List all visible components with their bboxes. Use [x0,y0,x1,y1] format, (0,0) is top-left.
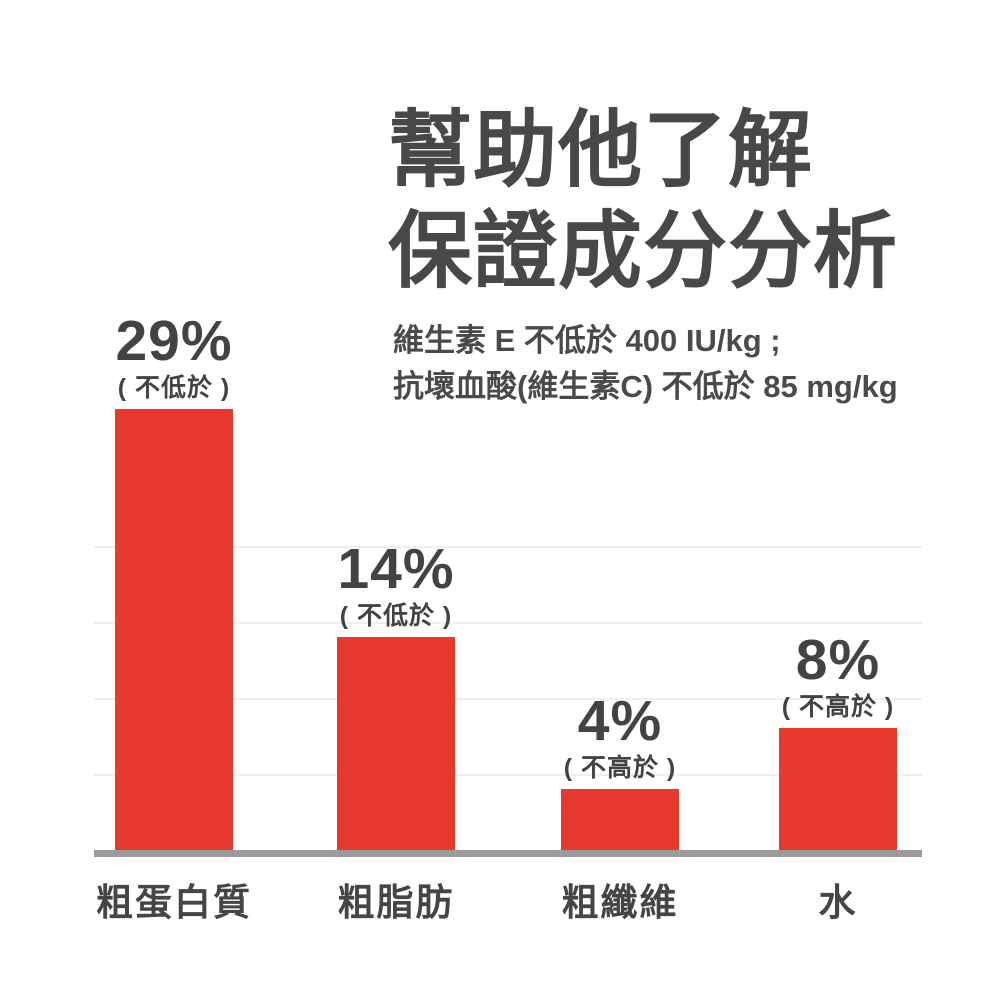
bar-qualifier-label: ( 不高於 ) [563,754,677,782]
bar-qualifier-label: ( 不低於 ) [339,602,453,630]
vitamin-subtitle-line2: 抗壞血酸(維生素C) 不低於 85 mg/kg [393,368,898,404]
gridline-20pct [94,546,922,548]
x-axis-label-粗脂肪: 粗脂肪 [337,882,455,923]
bar-label-group: 8%( 不高於 ) [718,632,958,720]
bar-粗纖維 [561,789,679,850]
gridline-10pct [94,698,922,700]
gridline-15pct [94,622,922,624]
page-title-line1: 幫助他了解 [388,103,814,197]
page-title-line2: 保證成分分析 [388,203,899,298]
gridline-5pct [94,774,922,776]
bar-value-label: 14% [337,537,455,601]
bar-value-label: 4% [577,689,663,753]
bar-value-label: 8% [795,628,881,692]
bar-label-group: 4%( 不高於 ) [500,693,740,781]
bar-label-group: 29%( 不低於 ) [54,313,294,401]
x-axis-baseline [94,850,922,857]
bar-qualifier-label: ( 不高於 ) [781,693,895,721]
vitamin-subtitle-line1: 維生素 E 不低於 400 IU/kg ; [393,323,781,358]
bar-粗蛋白質 [115,409,233,850]
bar-label-group: 14%( 不低於 ) [276,541,516,629]
x-axis-label-粗蛋白質: 粗蛋白質 [96,882,252,923]
bar-水 [779,728,897,850]
bar-qualifier-label: ( 不低於 ) [117,374,231,402]
x-axis-label-水: 水 [818,882,858,923]
bar-value-label: 29% [115,309,233,373]
vitamin-subtitle: 維生素 E 不低於 400 IU/kg ; 抗壞血酸(維生素C) 不低於 85 … [393,318,898,409]
page-title: 幫助他了解 保證成分分析 [388,100,898,302]
bar-粗脂肪 [337,637,455,850]
x-axis-label-粗纖維: 粗纖維 [561,882,679,923]
